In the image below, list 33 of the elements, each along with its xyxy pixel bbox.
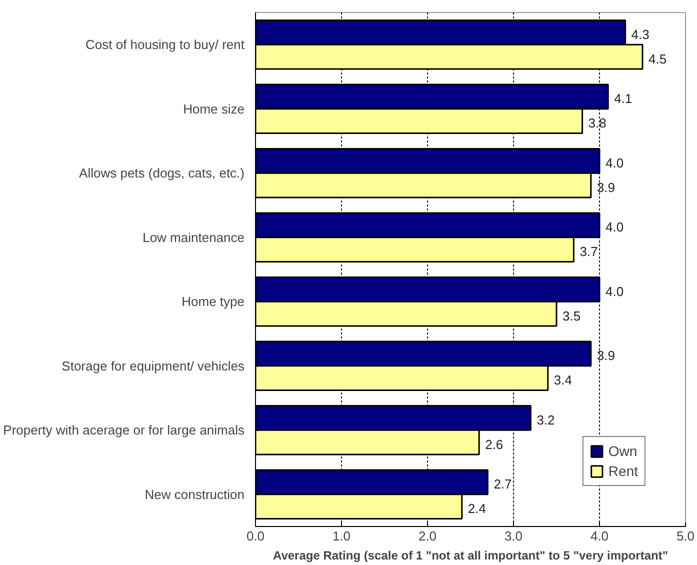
data-label: 3.8	[588, 116, 606, 131]
y-tick-label: Storage for equipment/ vehicles	[62, 358, 245, 374]
x-tick-label: 4.0	[590, 528, 609, 544]
y-tick-label: Cost of housing to buy/ rent	[86, 37, 245, 52]
data-label: 4.5	[648, 51, 667, 66]
data-label: 3.9	[596, 348, 615, 364]
legend-label: Own	[608, 443, 638, 459]
data-label: 3.9	[596, 180, 615, 195]
x-axis-title: Average Rating (scale of 1 "not at all important" to 5 "very important"	[272, 548, 668, 562]
data-label: 3.4	[554, 372, 572, 388]
data-label: 3.2	[536, 412, 555, 428]
data-label: 3.7	[580, 244, 598, 260]
y-tick-label: Property with acerage or for large animals	[3, 422, 245, 438]
x-tick-label: 3.0	[504, 528, 523, 544]
data-label: 3.5	[562, 308, 581, 324]
y-tick-label: New construction	[144, 486, 245, 502]
y-tick-label: Home type	[182, 294, 245, 310]
x-tick-label: 2.0	[418, 528, 437, 544]
data-label: 2.7	[494, 476, 512, 492]
y-tick-label: Low maintenance	[142, 230, 245, 245]
data-label: 4.0	[606, 220, 624, 235]
data-label: 4.0	[606, 284, 624, 299]
data-label: 2.6	[485, 436, 504, 452]
data-label: 2.4	[468, 501, 486, 516]
x-tick-label: 1.0	[332, 528, 351, 544]
x-tick-label: 0.0	[246, 528, 265, 544]
y-tick-label: Home size	[183, 101, 245, 116]
data-label: 4.1	[614, 91, 632, 106]
legend-label: Rent	[608, 463, 638, 479]
y-tick-label: Allows pets (dogs, cats, etc.)	[79, 166, 244, 181]
x-tick-label: 5.0	[676, 528, 695, 544]
data-label: 4.0	[606, 155, 624, 170]
data-label: 4.3	[631, 26, 650, 42]
